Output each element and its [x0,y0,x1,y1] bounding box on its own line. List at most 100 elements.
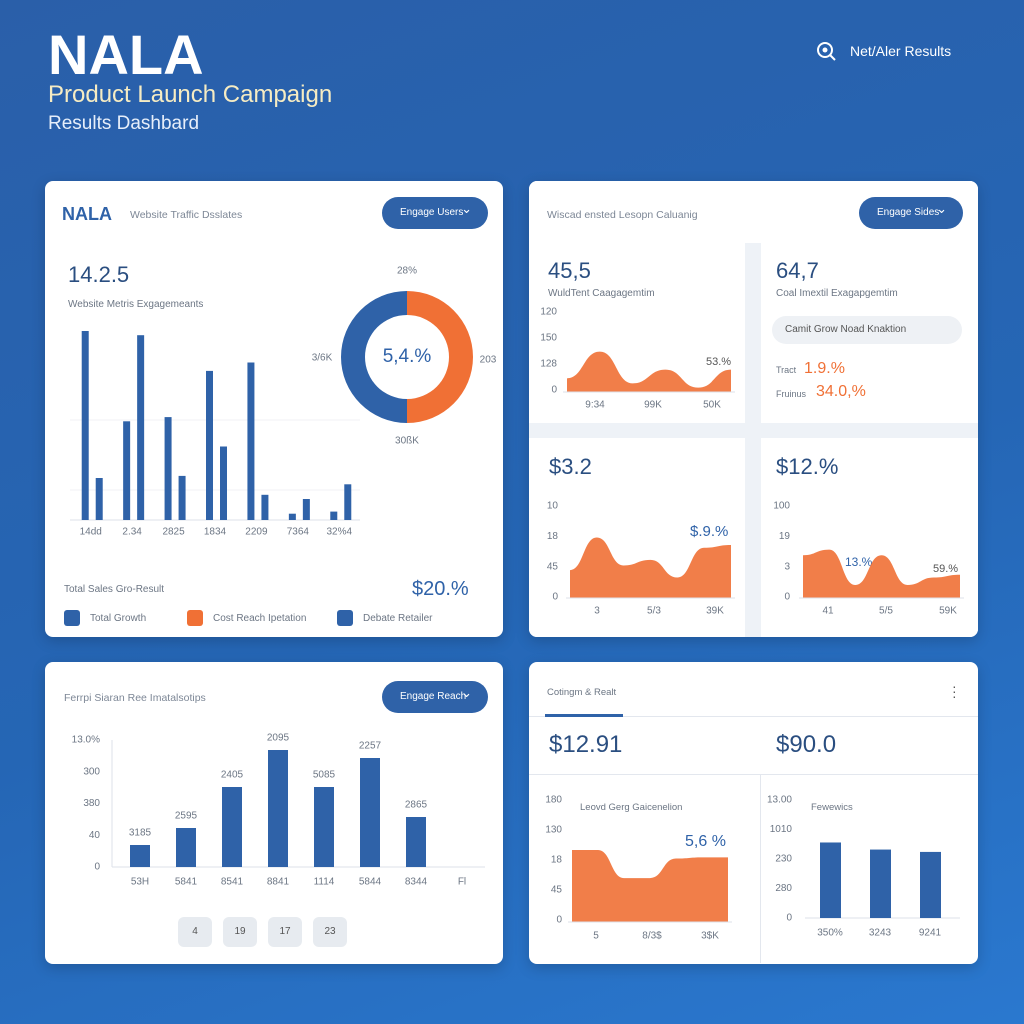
metric: $12.% [776,454,839,479]
button[interactable]: Engage Users [382,193,488,229]
y-tick-label: 18 [547,531,559,542]
legend-item: Cost Reach Ipetation [213,613,307,624]
metric: $90.0 [776,731,837,758]
bar [360,758,380,867]
link[interactable]: Net/Aler Results [850,43,952,59]
page-button[interactable]: 17 [268,917,302,947]
x-tick-label: 7364 [287,527,310,538]
page-button[interactable]: 4 [178,917,212,947]
y-tick-label: 100 [773,501,790,512]
y-tick-label: 19 [779,531,791,542]
y-tick-label: 18 [551,855,563,866]
donut-label: 28% [397,266,417,277]
sub-card [529,438,745,637]
tab[interactable]: Cotingm & Realt [547,687,617,698]
bar [164,417,172,520]
legend-icon [64,610,80,626]
x-tick-label: 5/5 [879,606,893,617]
x-tick-label: 350% [817,928,843,939]
x-tick-label: 14dd [80,527,102,538]
y-tick-label: 180 [545,795,562,806]
bar [123,421,131,520]
chart-title: Fewewics [811,802,853,813]
bar [137,335,145,520]
x-tick-label: 2209 [245,527,268,538]
button[interactable]: Engage Sides [859,193,963,229]
metric-label: Coal Imextil Exagapgemtim [776,288,898,299]
data-label: 5085 [313,770,336,781]
x-tick-label: 3243 [869,928,892,939]
y-tick-label: 120 [540,307,557,318]
y-tick-label: 13.00 [767,795,792,806]
data-label: 3185 [129,828,152,839]
bar [330,511,338,520]
note: $.9.% [690,523,729,540]
y-tick-label: 3 [784,561,790,572]
x-tick-label: 99K [644,400,662,411]
y-tick-label: 380 [83,798,100,809]
bar [95,478,103,520]
panel-caption: Wiscad ensted Lesopn Caluanig [547,209,698,221]
y-tick-label: 45 [547,561,559,572]
y-tick-label: 13.0% [72,735,100,746]
data-label: 2257 [359,741,382,752]
x-tick-label: 8841 [267,877,290,888]
bar [222,787,242,867]
stat-value: 1.9.% [804,360,845,377]
bar [344,484,352,520]
y-tick-label: 150 [540,333,557,344]
x-tick-label: 3 [594,606,600,617]
y-tick-label: 0 [784,592,790,603]
page-button[interactable]: 23 [313,917,347,947]
area [570,537,731,598]
sub-card [529,243,745,423]
x-tick-label: 5 [593,931,599,942]
y-tick-label: 300 [83,766,100,777]
tab-underline [545,714,623,717]
footer-label: Total Sales Gro-Result [64,584,165,595]
pill[interactable]: Camit Grow Noad Knaktion [772,316,962,344]
metric: 45,5 [548,258,591,283]
x-tick-label: 9:34 [585,400,605,411]
search-icon[interactable] [815,40,837,62]
footer-value: $20.% [412,578,469,600]
metric: $3.2 [549,454,592,479]
note: 5,6 % [685,833,726,850]
y-tick-label: 0 [551,385,557,396]
stat-label: Tract [776,365,797,375]
bar [406,817,426,867]
button[interactable]: Engage Reach [382,677,488,713]
panel-caption: Ferrpi Siaran Ree Imatalsotips [64,692,206,704]
y-tick-label: 130 [545,825,562,836]
data-label: 2405 [221,770,244,781]
y-tick-label: 280 [775,883,792,894]
sub-card [761,438,978,637]
stat-label: Fruinus [776,389,807,399]
bar [178,475,186,520]
donut-label: 203 [480,355,497,366]
brand: NALA [62,204,112,224]
x-tick-label: 9241 [919,928,942,939]
data-label: 2595 [175,811,198,822]
x-tick-label: 41 [822,606,834,617]
x-tick-label: 50K [703,400,721,411]
bar [81,331,89,520]
menu[interactable]: · · · [952,678,957,704]
donut-label: 3/6K [312,353,333,364]
x-tick-label: 39K [706,606,724,617]
y-tick-label: 40 [89,830,101,841]
y-tick-label: 45 [551,885,563,896]
divider [760,775,761,963]
x-tick-label: 1114 [314,877,335,888]
x-tick-label: 5844 [359,877,382,888]
y-tick-label: 0 [94,862,100,873]
divider [529,774,978,775]
x-tick-label: 1834 [204,527,227,538]
title: NALA [48,23,204,86]
page-button[interactable]: 19 [223,917,257,947]
x-tick-label: 2825 [162,527,185,538]
note: 59.% [933,563,959,575]
donut-label: 30ßK [395,436,419,447]
